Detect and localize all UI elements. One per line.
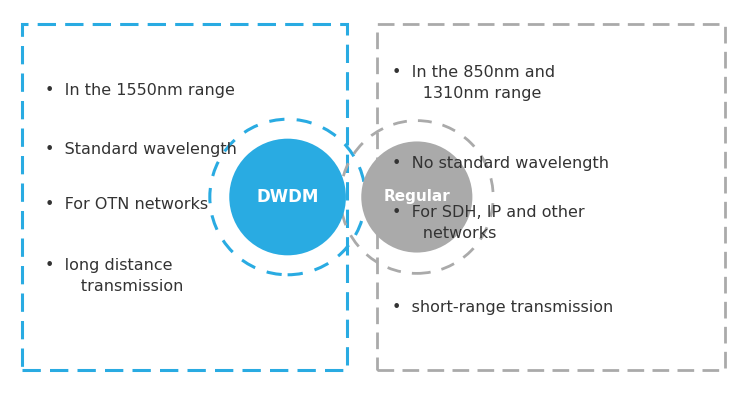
Text: •  For OTN networks: • For OTN networks — [45, 197, 208, 212]
Text: DWDM: DWDM — [256, 188, 319, 206]
Text: •  No standard wavelength: • No standard wavelength — [392, 156, 609, 171]
Text: •  Standard wavelength: • Standard wavelength — [45, 142, 237, 157]
Text: •  In the 1550nm range: • In the 1550nm range — [45, 83, 235, 98]
Text: •  long distance
       transmission: • long distance transmission — [45, 258, 183, 294]
Text: •  For SDH, IP and other
      networks: • For SDH, IP and other networks — [392, 204, 585, 241]
Text: •  short-range transmission: • short-range transmission — [392, 300, 613, 315]
Ellipse shape — [229, 139, 346, 255]
Text: Regular: Regular — [383, 190, 450, 204]
Ellipse shape — [362, 141, 472, 253]
Text: •  In the 850nm and
      1310nm range: • In the 850nm and 1310nm range — [392, 65, 555, 101]
